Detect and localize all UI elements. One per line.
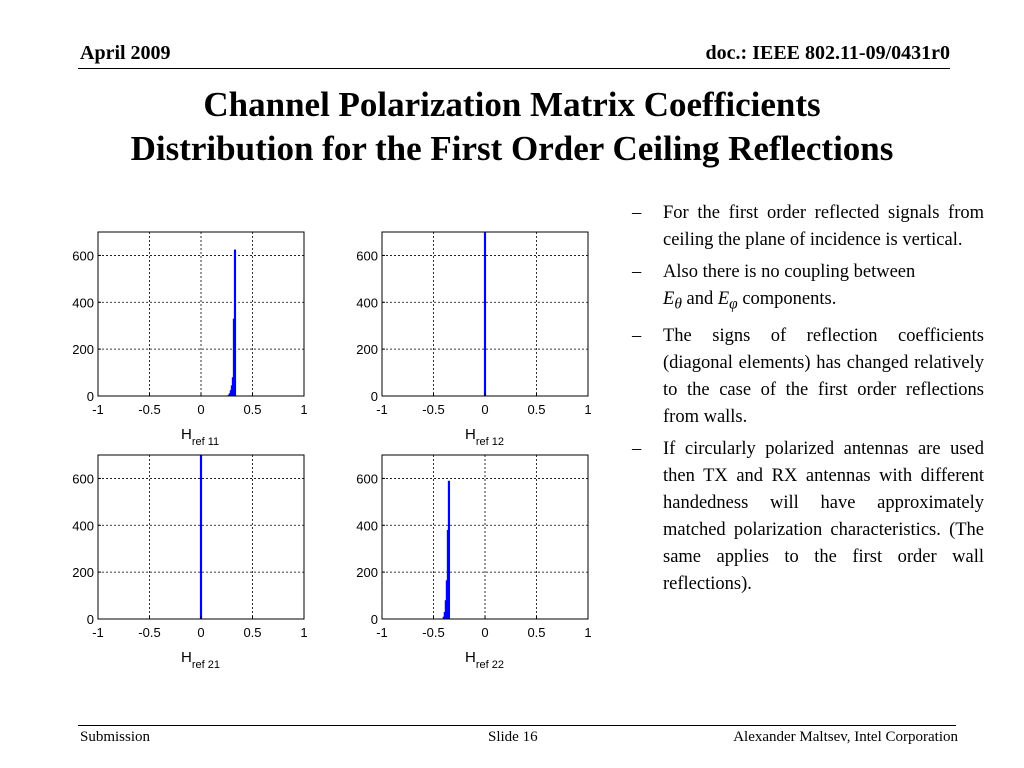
y-tick-label: 600 <box>72 471 94 486</box>
bullet-list: – For the first order reflected signals … <box>632 200 984 603</box>
footer-divider <box>78 725 956 726</box>
x-axis-label: Href 11 <box>181 426 219 448</box>
bullet-text-3: The signs of reflection coefficients (di… <box>663 325 984 427</box>
bullet-item-3: – The signs of reflection coefficients (… <box>632 323 984 431</box>
histogram-bar <box>199 455 203 619</box>
x-axis-label-subscript: ref 22 <box>476 659 504 671</box>
y-tick-label: 400 <box>356 518 378 533</box>
x-tick-label: 0.5 <box>243 625 261 640</box>
x-tick-label: -0.5 <box>138 402 160 417</box>
y-tick-label: 400 <box>72 518 94 533</box>
bullet-text-2-and: and <box>681 289 718 309</box>
phi-subscript: φ <box>729 295 738 313</box>
x-tick-label: 0 <box>481 625 488 640</box>
footer-author: Alexander Maltsev, Intel Corporation <box>733 729 958 745</box>
bullet-text-2-end: components. <box>737 289 837 309</box>
x-tick-label: 0.5 <box>527 402 545 417</box>
y-tick-label: 200 <box>356 565 378 580</box>
x-axis-label-subscript: ref 21 <box>192 659 220 671</box>
y-tick-label: 0 <box>87 612 94 627</box>
histogram-chart-1: -1 -0.5 0 0.5 1 0 200 400 600 Href 11 <box>72 231 308 448</box>
histogram-chart-2: -1 -0.5 0 0.5 1 0 200 400 600 Href 12 <box>356 231 592 448</box>
x-tick-label: 1 <box>300 402 307 417</box>
x-axis-label: Href 12 <box>465 426 504 448</box>
histogram-bar <box>233 249 237 396</box>
x-axis-label: Href 21 <box>181 649 220 671</box>
footer-submission: Submission <box>80 729 151 745</box>
histogram-panel: -1 -0.5 0 0.5 1 0 200 400 600 Href 11 -1 -0.5 0 0.5 1 0… <box>72 231 592 671</box>
bullet-text-4: If circularly polarized antennas are use… <box>663 438 984 594</box>
e-theta-symbol: E <box>663 289 675 309</box>
bullet-item-2: – Also there is no coupling between Eθ a… <box>632 259 984 318</box>
bullet-dash: – <box>632 325 642 346</box>
histogram-bar <box>447 480 451 619</box>
x-tick-label: 1 <box>584 625 591 640</box>
y-tick-label: 400 <box>356 295 378 310</box>
header-divider <box>78 68 950 69</box>
y-tick-label: 0 <box>87 389 94 404</box>
theta-subscript: θ <box>674 295 682 313</box>
x-tick-label: 0.5 <box>527 625 545 640</box>
bullet-dash: – <box>632 262 642 282</box>
y-tick-label: 400 <box>72 295 94 310</box>
y-tick-label: 200 <box>72 342 94 357</box>
y-tick-label: 600 <box>356 471 378 486</box>
y-tick-label: 600 <box>72 248 94 263</box>
x-tick-label: -1 <box>92 402 104 417</box>
bullet-item-1: – For the first order reflected signals … <box>632 200 984 254</box>
y-tick-label: 0 <box>371 612 378 627</box>
x-tick-label: 0 <box>481 402 488 417</box>
x-tick-label: 1 <box>584 402 591 417</box>
y-tick-label: 600 <box>356 248 378 263</box>
histogram-chart-3: -1 -0.5 0 0.5 1 0 200 400 600 Href 21 <box>72 454 308 671</box>
y-tick-label: 200 <box>356 342 378 357</box>
x-axis-label-subscript: ref 11 <box>192 436 219 448</box>
header-date: April 2009 <box>80 42 171 64</box>
x-tick-label: -1 <box>92 625 104 640</box>
header-doc-id: doc.: IEEE 802.11-09/0431r0 <box>705 42 950 64</box>
bullet-dash: – <box>632 438 642 459</box>
bullet-text-2-start: Also there is no coupling between <box>663 262 916 282</box>
x-tick-label: 0.5 <box>243 402 261 417</box>
x-axis-label-subscript: ref 12 <box>476 436 504 448</box>
bullet-text-1: For the first order reflected signals fr… <box>663 203 984 250</box>
histogram-bar <box>483 232 487 396</box>
histogram-chart-4: -1 -0.5 0 0.5 1 0 200 400 600 Href 22 <box>356 454 592 671</box>
footer-slide-number: Slide 16 <box>488 729 538 745</box>
x-tick-label: -0.5 <box>422 402 444 417</box>
x-tick-label: 0 <box>197 625 204 640</box>
slide-title-line-1: Channel Polarization Matrix Coefficients <box>203 85 821 124</box>
slide-title: Channel Polarization Matrix Coefficients… <box>0 83 1024 171</box>
slide-title-line-2: Distribution for the First Order Ceiling… <box>130 129 894 168</box>
bullet-dash: – <box>632 203 642 223</box>
y-tick-label: 0 <box>371 389 378 404</box>
y-tick-label: 200 <box>72 565 94 580</box>
x-axis-label: Href 22 <box>465 649 504 671</box>
x-tick-label: 1 <box>300 625 307 640</box>
bullet-item-4: – If circularly polarized antennas are u… <box>632 436 984 598</box>
x-tick-label: 0 <box>197 402 204 417</box>
e-phi-symbol: E <box>717 289 730 309</box>
x-tick-label: -1 <box>376 625 388 640</box>
x-tick-label: -0.5 <box>138 625 160 640</box>
x-tick-label: -1 <box>376 402 388 417</box>
x-tick-label: -0.5 <box>422 625 444 640</box>
